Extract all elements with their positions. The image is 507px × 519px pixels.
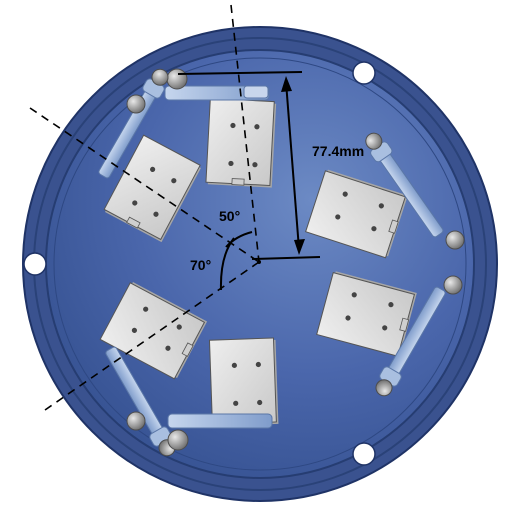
angle-arcs (219, 231, 253, 291)
module-lower-left (99, 280, 208, 461)
module-right-upper (305, 128, 465, 259)
angle-label-inner: 50° (219, 208, 240, 224)
module-upper-left (93, 64, 203, 243)
module-bottom-center (167, 337, 279, 451)
dashed-line-lower-left (44, 261, 260, 411)
mounting-holes (23, 61, 376, 466)
center-point (257, 260, 261, 264)
dimension-marker (177, 71, 321, 260)
angle-label-outer: 70° (190, 257, 211, 273)
dashed-line-vertical (230, 4, 260, 263)
mounting-hole-top-right (352, 61, 376, 85)
dimension-label: 77.4mm (312, 143, 364, 159)
module-right-lower (316, 270, 463, 401)
mounting-hole-bottom-right (352, 442, 376, 466)
mounting-hole-left (23, 252, 47, 276)
construction-lines (29, 4, 260, 411)
dashed-line-upper-left (29, 107, 260, 263)
